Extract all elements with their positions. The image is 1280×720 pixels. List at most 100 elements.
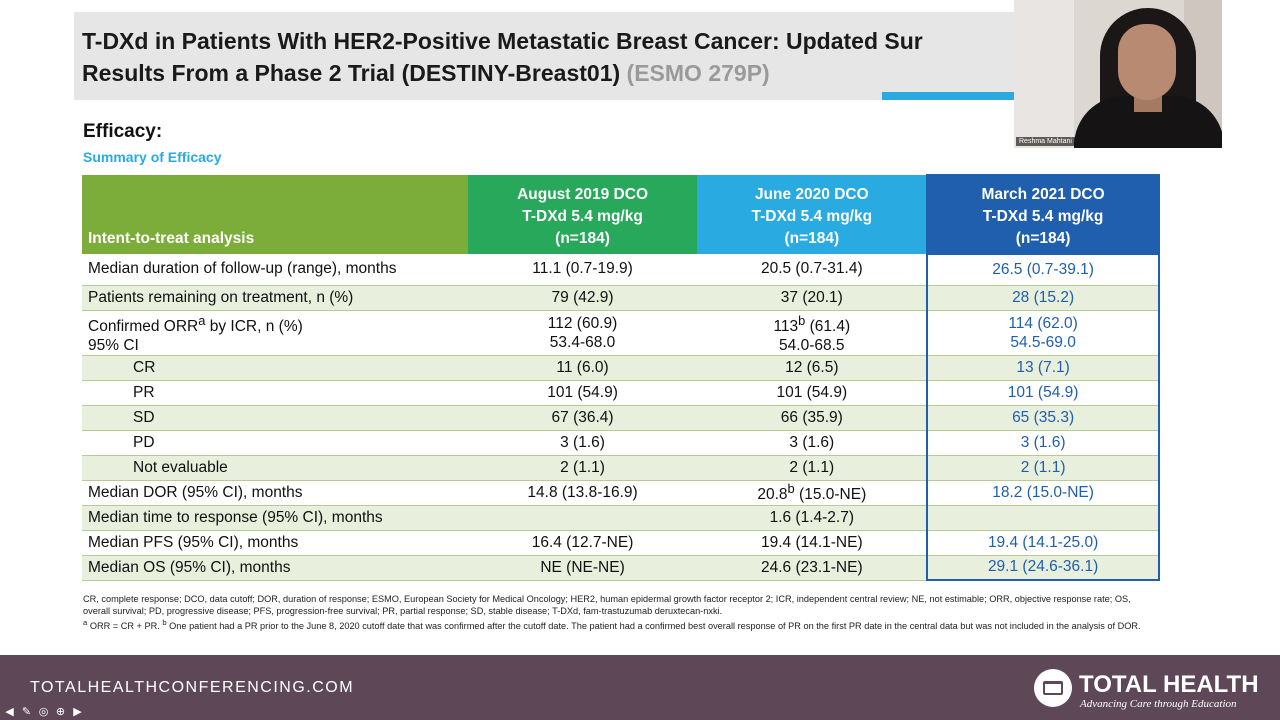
book-logo-icon <box>1034 669 1072 707</box>
cell-jun-2020: 19.4 (14.1-NE) <box>697 530 928 556</box>
cell-jun-2020: 37 (20.1) <box>697 285 928 311</box>
header-jun-2020-n: (n=184) <box>784 229 840 247</box>
orr-ci: 54.5-69.0 <box>1010 333 1076 351</box>
cell-mar-2021: 18.2 (15.0-NE) <box>926 480 1160 506</box>
row-label: CR <box>82 355 468 381</box>
table-row: CR 11 (6.0) 12 (6.5) 13 (7.1) <box>82 355 1160 381</box>
book-icon <box>1043 681 1063 695</box>
title-accent-bar <box>882 92 1024 100</box>
cell-mar-2021: 101 (54.9) <box>926 380 1160 406</box>
orr-ci: 54.0-68.5 <box>779 336 845 354</box>
cell-jun-2020: 20.8b (15.0-NE) <box>697 480 928 506</box>
cell-mar-2021: 28 (15.2) <box>926 285 1160 311</box>
lettered-footnotes: a ORR = CR + PR. b One patient had a PR … <box>83 617 1143 632</box>
table-row: Not evaluable 2 (1.1) 2 (1.1) 2 (1.1) <box>82 455 1160 481</box>
header-itt: Intent-to-treat analysis <box>82 175 468 254</box>
row-label: Not evaluable <box>82 455 468 481</box>
table-row: PD 3 (1.6) 3 (1.6) 3 (1.6) <box>82 430 1160 456</box>
cell-jun-2020: 1.6 (1.4-2.7) <box>697 505 928 531</box>
cell-jun-2020: 24.6 (23.1-NE) <box>697 555 928 581</box>
cell-aug-2019: 2 (1.1) <box>467 455 698 481</box>
table-row: PR 101 (54.9) 101 (54.9) 101 (54.9) <box>82 380 1160 406</box>
row-label: Median DOR (95% CI), months <box>82 480 468 506</box>
table-row-orr: Confirmed ORRa by ICR, n (%) 95% CI 112 (… <box>82 310 1160 356</box>
cell-mar-2021: 29.1 (24.6-36.1) <box>926 555 1160 582</box>
header-jun-2020-dco: June 2020 DCO <box>754 185 869 203</box>
slide-title-reference: (ESMO 279P) <box>626 60 770 86</box>
header-mar-2021-n: (n=184) <box>1015 229 1071 247</box>
cell-aug-2019 <box>467 505 698 531</box>
cell-aug-2019: 3 (1.6) <box>467 430 698 456</box>
footnote-a: ORR = CR + PR. <box>87 621 163 632</box>
header-aug-2019-dose: T-DXd 5.4 mg/kg <box>522 207 643 225</box>
table-row: Median time to response (95% CI), months… <box>82 505 1160 531</box>
speaker-video-feed[interactable]: Reshma Mahtani <box>1014 0 1222 148</box>
footnote-b: One patient had a PR prior to the June 8… <box>166 621 1141 632</box>
cell-mar-2021: 13 (7.1) <box>926 355 1160 381</box>
cell-jun-2020: 3 (1.6) <box>697 430 928 456</box>
slide-title-line2: Results From a Phase 2 Trial (DESTINY-Br… <box>82 60 1022 87</box>
header-aug-2019-dco: August 2019 DCO <box>517 185 648 203</box>
cell-aug-2019: 67 (36.4) <box>467 405 698 431</box>
row-label: Patients remaining on treatment, n (%) <box>82 285 468 311</box>
cell-aug-2019: 11 (6.0) <box>467 355 698 381</box>
cell-aug-2019: 79 (42.9) <box>467 285 698 311</box>
cell-jun-2020: 20.5 (0.7-31.4) <box>697 254 928 286</box>
speaker-name-label: Reshma Mahtani <box>1016 137 1075 146</box>
presentation-toolbar: ◀ ✎ ◎ ⊕ ▶ <box>2 705 85 718</box>
slide-title-line1: T-DXd in Patients With HER2-Positive Met… <box>82 28 923 54</box>
speaker-face <box>1118 24 1176 100</box>
orr-value: 114 (62.0) <box>1008 314 1078 332</box>
cell-mar-2021: 65 (35.3) <box>926 405 1160 431</box>
header-aug-2019-n: (n=184) <box>555 229 610 247</box>
table-row: Median OS (95% CI), months NE (NE-NE) 24… <box>82 555 1160 582</box>
orr-value: 112 (60.9) <box>547 314 618 332</box>
cell-aug-2019: 16.4 (12.7-NE) <box>467 530 698 556</box>
cell-jun-2020: 66 (35.9) <box>697 405 928 431</box>
table-caption: Summary of Efficacy <box>83 149 222 165</box>
header-jun-2020: June 2020 DCO T-DXd 5.4 mg/kg (n=184) <box>697 175 928 254</box>
footnotes: CR, complete response; DCO, data cutoff;… <box>83 593 1143 633</box>
cell-jun-2020: 12 (6.5) <box>697 355 928 381</box>
row-label: Median PFS (95% CI), months <box>82 530 468 556</box>
dor-value: 20.8 <box>757 486 788 504</box>
pointer-icon[interactable]: ◎ <box>38 706 49 718</box>
row-label: SD <box>82 405 468 431</box>
header-mar-2021-dco: March 2021 DCO <box>981 185 1105 203</box>
cell-mar-2021: 3 (1.6) <box>926 430 1160 456</box>
orr-value: 113 <box>773 317 799 335</box>
table-row-dor: Median DOR (95% CI), months 14.8 (13.8-1… <box>82 480 1160 506</box>
cell-aug-2019: 112 (60.9) 53.4-68.0 <box>467 310 698 356</box>
next-slide-icon[interactable]: ▶ <box>73 706 82 718</box>
pen-icon[interactable]: ✎ <box>21 706 32 718</box>
footnote-a-mark: a <box>83 618 88 628</box>
cell-jun-2020: 113b (61.4) 54.0-68.5 <box>697 310 928 356</box>
footer-website-link[interactable]: TOTALHEALTHCONFERENCING.COM <box>30 679 355 696</box>
dor-footnote-mark: b <box>787 481 795 497</box>
efficacy-table: Intent-to-treat analysis August 2019 DCO… <box>82 174 1160 582</box>
table-row: Median duration of follow-up (range), mo… <box>82 254 1160 286</box>
orr-ci: 53.4-68.0 <box>549 333 616 351</box>
cell-aug-2019: NE (NE-NE) <box>467 555 698 581</box>
cell-mar-2021: 2 (1.1) <box>926 455 1160 481</box>
row-label: PD <box>82 430 468 456</box>
table-row: Patients remaining on treatment, n (%) 7… <box>82 285 1160 311</box>
header-mar-2021: March 2021 DCO T-DXd 5.4 mg/kg (n=184) <box>926 174 1160 255</box>
table-header-row: Intent-to-treat analysis August 2019 DCO… <box>82 174 1160 255</box>
orr-ci-label: 95% CI <box>88 336 139 354</box>
video-background <box>1014 0 1074 148</box>
cell-aug-2019: 101 (54.9) <box>467 380 698 406</box>
slide-title-line2-text: Results From a Phase 2 Trial (DESTINY-Br… <box>82 60 621 86</box>
zoom-icon[interactable]: ⊕ <box>55 706 66 718</box>
footnote-b-mark: b <box>162 618 167 628</box>
slide-title-bar: T-DXd in Patients With HER2-Positive Met… <box>74 12 1024 100</box>
orr-value-footnote-mark: b <box>798 312 806 328</box>
cell-mar-2021: 26.5 (0.7-39.1) <box>926 254 1160 286</box>
cell-mar-2021: 114 (62.0) 54.5-69.0 <box>926 310 1160 356</box>
row-label: Median OS (95% CI), months <box>82 555 468 581</box>
header-aug-2019: August 2019 DCO T-DXd 5.4 mg/kg (n=184) <box>467 175 698 254</box>
previous-slide-icon[interactable]: ◀ <box>5 706 14 718</box>
dor-value-rest: (15.0-NE) <box>794 486 867 504</box>
orr-label: Confirmed ORR <box>88 317 199 335</box>
orr-label-rest: by ICR, n (%) <box>205 317 303 335</box>
